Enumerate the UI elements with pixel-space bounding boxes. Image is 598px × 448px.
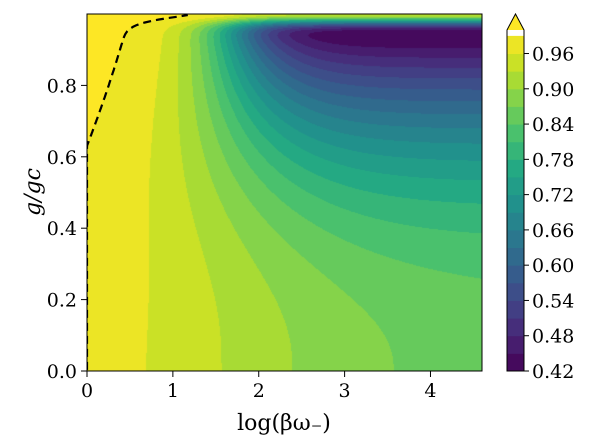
y-tick-label: 0.8 (47, 75, 77, 97)
colorbar: 0.42 0.48 0.54 0.60 0.66 0.72 0.78 0.84 0.90 0.96 (506, 12, 574, 383)
colorbar-tick-label: 0.96 (532, 44, 574, 66)
colorbar-tick-label: 0.66 (532, 220, 574, 242)
contour-line (87, 14, 188, 370)
colorbar-tick-label: 0.90 (532, 79, 574, 101)
colorbar-band (507, 88, 524, 107)
x-tick-label: 1 (167, 380, 179, 402)
x-axis: 0 1 2 3 4 (81, 371, 437, 402)
colorbar-band (507, 124, 524, 143)
colorbar-tick-label: 0.60 (532, 255, 574, 277)
colorbar-tick-label: 0.78 (532, 149, 574, 171)
x-axis-label: log(βω₋) (237, 411, 331, 436)
y-tick-label: 0.2 (47, 290, 77, 312)
plot-area (87, 14, 482, 371)
colorbar-frame (506, 12, 525, 372)
colorbar-band (507, 353, 524, 372)
plot-frame (86, 13, 483, 372)
colorbar-band (507, 300, 524, 319)
x-tick-label: 2 (253, 380, 265, 402)
colorbar-extend-arrow (507, 14, 524, 30)
x-tick-label: 3 (339, 380, 351, 402)
contour-field (87, 14, 482, 371)
colorbar-band (507, 212, 524, 231)
colorbar-band (507, 53, 524, 72)
y-tick-label: 0.6 (47, 147, 77, 169)
colorbar-band (507, 229, 524, 249)
x-tick-label: 0 (81, 380, 93, 402)
colorbar-band (507, 141, 524, 160)
x-tick-label: 4 (424, 380, 436, 402)
y-axis: 0.0 0.2 0.4 0.6 0.8 (47, 75, 87, 383)
colorbar-band (507, 265, 524, 284)
colorbar-tick-label: 0.72 (532, 185, 574, 207)
colorbar-band (507, 247, 524, 266)
colorbar-band (507, 176, 524, 196)
colorbar-band (507, 159, 524, 178)
colorbar-band (507, 282, 524, 301)
colorbar-band (507, 106, 524, 125)
colorbar-band (507, 35, 524, 55)
y-tick-label: 0.0 (47, 361, 77, 383)
colorbar-band (507, 194, 524, 213)
colorbar-tick-label: 0.42 (532, 361, 574, 383)
colorbar-tick-label: 0.48 (532, 326, 574, 348)
y-axis-label: g/gc (21, 168, 46, 216)
colorbar-band (507, 71, 524, 90)
colorbar-band (507, 335, 524, 354)
colorbar-tick-label: 0.84 (532, 114, 574, 136)
y-tick-label: 0.4 (47, 218, 77, 240)
colorbar-band (507, 318, 524, 337)
colorbar-tick-label: 0.54 (532, 290, 574, 312)
